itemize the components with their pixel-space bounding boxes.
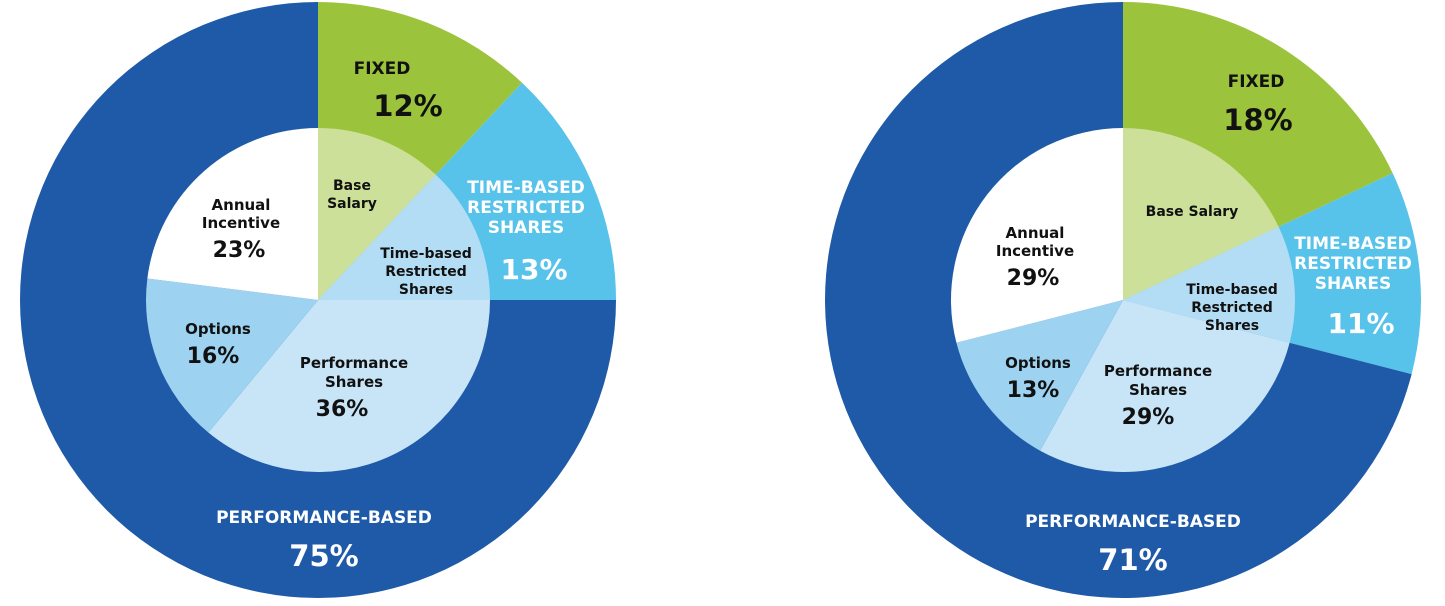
inner-label-options: Options (1005, 354, 1071, 372)
inner-label-time-based-restricted-shares: Time-based (1186, 282, 1278, 298)
inner-label-performance-shares: Performance (1104, 362, 1212, 380)
inner-label-base-salary: Salary (327, 196, 377, 212)
inner-label-base-salary: Base Salary (1146, 204, 1239, 220)
inner-value-options: 16% (187, 344, 240, 369)
inner-value-options: 13% (1007, 378, 1060, 403)
inner-slice-base-salary (1123, 128, 1279, 300)
inner-label-time-based-restricted-shares: Time-based (380, 246, 472, 262)
inner-slice-options (956, 300, 1123, 451)
inner-label-time-based-restricted-shares: Shares (399, 282, 453, 298)
inner-value-annual-incentive: 23% (213, 238, 266, 263)
outer-value-fixed: 12% (373, 89, 442, 123)
outer-value-time-based-restricted-shares: 13% (500, 253, 567, 286)
outer-label-time-based-restricted-shares: SHARES (488, 218, 565, 238)
inner-label-annual-incentive: Annual (1006, 224, 1065, 242)
inner-label-annual-incentive: Incentive (202, 214, 280, 232)
outer-label-performance-based: PERFORMANCE-BASED (1025, 512, 1241, 532)
inner-slice-time-based-restricted-shares (318, 174, 490, 300)
inner-value-performance-shares: 29% (1122, 405, 1175, 430)
inner-label-time-based-restricted-shares: Restricted (1191, 300, 1273, 316)
outer-label-time-based-restricted-shares: SHARES (1315, 274, 1392, 294)
inner-label-base-salary: Base (333, 178, 371, 194)
inner-slice-base-salary (318, 128, 436, 300)
outer-value-time-based-restricted-shares: 11% (1327, 307, 1394, 340)
outer-label-performance-based: PERFORMANCE-BASED (216, 508, 432, 528)
inner-slice-time-based-restricted-shares (1123, 226, 1296, 343)
inner-label-annual-incentive: Annual (212, 196, 271, 214)
inner-label-time-based-restricted-shares: Restricted (385, 264, 467, 280)
inner-slice-performance-shares (208, 300, 491, 473)
outer-value-performance-based: 75% (289, 539, 358, 573)
inner-slice-options (146, 278, 318, 433)
outer-label-fixed: FIXED (354, 59, 411, 79)
inner-slice-annual-incentive (147, 128, 318, 300)
inner-label-performance-shares: Shares (1129, 381, 1187, 399)
outer-label-time-based-restricted-shares: RESTRICTED (467, 198, 585, 218)
inner-value-performance-shares: 36% (316, 397, 369, 422)
outer-label-time-based-restricted-shares: TIME-BASED (1294, 234, 1412, 254)
inner-label-annual-incentive: Incentive (996, 242, 1074, 260)
inner-slice-annual-incentive (950, 128, 1123, 343)
inner-value-annual-incentive: 29% (1007, 266, 1060, 291)
inner-label-performance-shares: Shares (325, 373, 383, 391)
inner-label-time-based-restricted-shares: Shares (1205, 318, 1259, 334)
outer-label-time-based-restricted-shares: TIME-BASED (467, 178, 585, 198)
outer-value-performance-based: 71% (1098, 543, 1167, 577)
inner-label-performance-shares: Performance (300, 354, 408, 372)
inner-slice-performance-shares (1040, 300, 1290, 472)
inner-label-options: Options (185, 320, 251, 338)
outer-label-time-based-restricted-shares: RESTRICTED (1294, 254, 1412, 274)
outer-value-fixed: 18% (1223, 103, 1292, 137)
outer-label-fixed: FIXED (1228, 72, 1285, 92)
